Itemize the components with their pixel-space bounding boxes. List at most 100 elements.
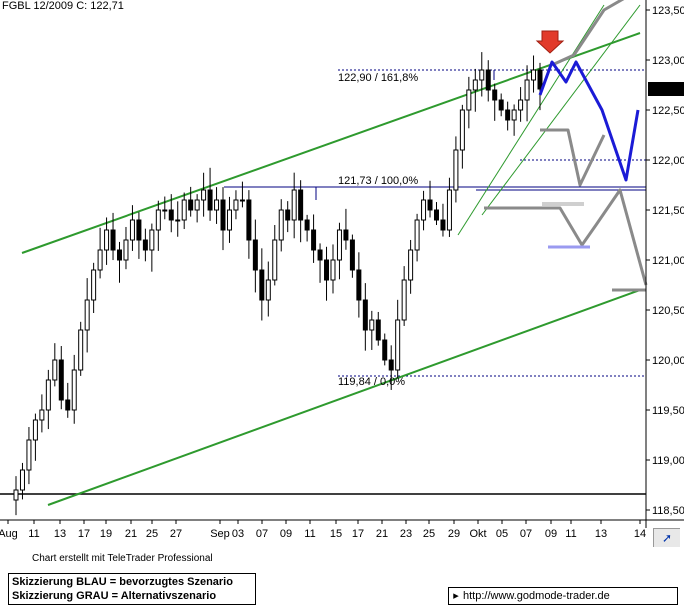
candle-body [498,99,504,111]
y-tick-label: 120,00 [652,355,684,367]
candle-body [84,299,90,331]
x-tick-label: 07 [256,528,268,540]
candle-body [531,69,537,81]
candle-body [382,339,388,361]
grey-path-2 [484,188,648,286]
candle-body [129,219,135,241]
candle-body [421,199,427,221]
candle-body [13,489,19,501]
candle-body [446,189,452,231]
candle-body [207,189,213,211]
y-tick-label: 122,00 [652,155,684,167]
candle-body [401,279,407,321]
grey-path-1 [540,128,606,187]
candle-body [369,319,375,331]
candle-body [485,69,491,91]
candle-body [272,239,278,281]
candle-body [220,199,226,231]
candle-body [304,219,310,231]
candle-body [52,359,58,381]
x-tick-label: 14 [634,528,646,540]
candle-body [427,199,433,211]
draw-tool-icon[interactable]: ➚ [653,528,680,547]
candle-body [71,369,77,411]
scenario-paths [484,0,648,292]
candle-body [117,249,123,261]
last-price-box [648,82,684,96]
candle-body [466,89,472,111]
x-tick-label: 03 [232,528,244,540]
website-link[interactable]: ▸ http://www.godmode-trader.de [448,587,678,605]
candle-body [336,229,342,261]
candle-body [97,249,103,271]
candle-body [395,319,401,371]
candle-body [19,469,25,491]
y-tick-label: 118,50 [652,505,684,517]
candle-body [459,109,465,151]
x-tick-label: 13 [595,528,607,540]
candle-body [278,209,284,241]
candle-body [511,109,517,121]
trend-lower-channel [47,289,641,506]
x-tick-label: 09 [545,528,557,540]
candle-body [162,209,168,212]
candle-body [492,89,498,101]
pointer-icon: ▸ [453,590,459,602]
candle-body [142,239,148,251]
inner-channel-lower [481,4,641,216]
candle-body [149,229,155,251]
website-url: http://www.godmode-trader.de [463,590,610,602]
x-tick-label: 21 [376,528,388,540]
x-tick-label: 21 [125,528,137,540]
candle-body [226,209,232,231]
x-tick-label: 25 [423,528,435,540]
candle-body [39,409,45,421]
legend-blue: Skizzierung BLAU = bevorzugtes Szenario [12,576,233,588]
candle-body [239,199,245,202]
blue-path [538,60,640,182]
candle-body [201,189,207,201]
candle-body [453,149,459,191]
y-tick-label: 121,00 [652,255,684,267]
x-tick-label: 05 [496,528,508,540]
x-tick-label: 29 [448,528,460,540]
candle-body [45,379,51,411]
x-tick-label: 07 [520,528,532,540]
candle-body [518,99,524,111]
fib-labels: 122,90 / 161,8% 121,73 / 100,0% 119,84 / 0… [338,72,418,388]
candle-body [414,219,420,251]
x-tick-label: 17 [78,528,90,540]
x-tick-label: 17 [352,528,364,540]
candle-body [110,229,116,251]
candle-body [537,69,543,90]
last-price-label: 122,71 [650,84,684,96]
trend-upper-channel [21,32,641,254]
candle-body [136,219,142,241]
candle-body [388,359,394,371]
candle-body [155,209,161,231]
y-tick-label: 122,50 [652,105,684,117]
y-tick-label: 123,00 [652,55,684,67]
candle-body [317,249,323,261]
x-tick-label: 09 [280,528,292,540]
candle-body [349,239,355,271]
candle-body [324,259,330,281]
y-tick-label: 123,50 [652,5,684,17]
candle-body [362,299,368,331]
red-arrow-icon [535,30,565,54]
candle-body [440,219,446,231]
candle-body [375,319,381,341]
y-tick-label: 121,50 [652,205,684,217]
x-tick-label: 11 [304,528,315,540]
candle-body [65,399,71,411]
candle-body [285,209,291,221]
candle-body [104,229,110,251]
candle-body [181,199,187,221]
candle-body [252,239,258,271]
x-tick-label: 27 [170,528,182,540]
candle-body [26,439,32,471]
y-tick-label: 119,00 [652,455,684,467]
x-tick-label: 11 [28,528,39,540]
candle-body [91,269,97,301]
fib-label-fib-100: 121,73 / 100,0% [338,175,418,187]
